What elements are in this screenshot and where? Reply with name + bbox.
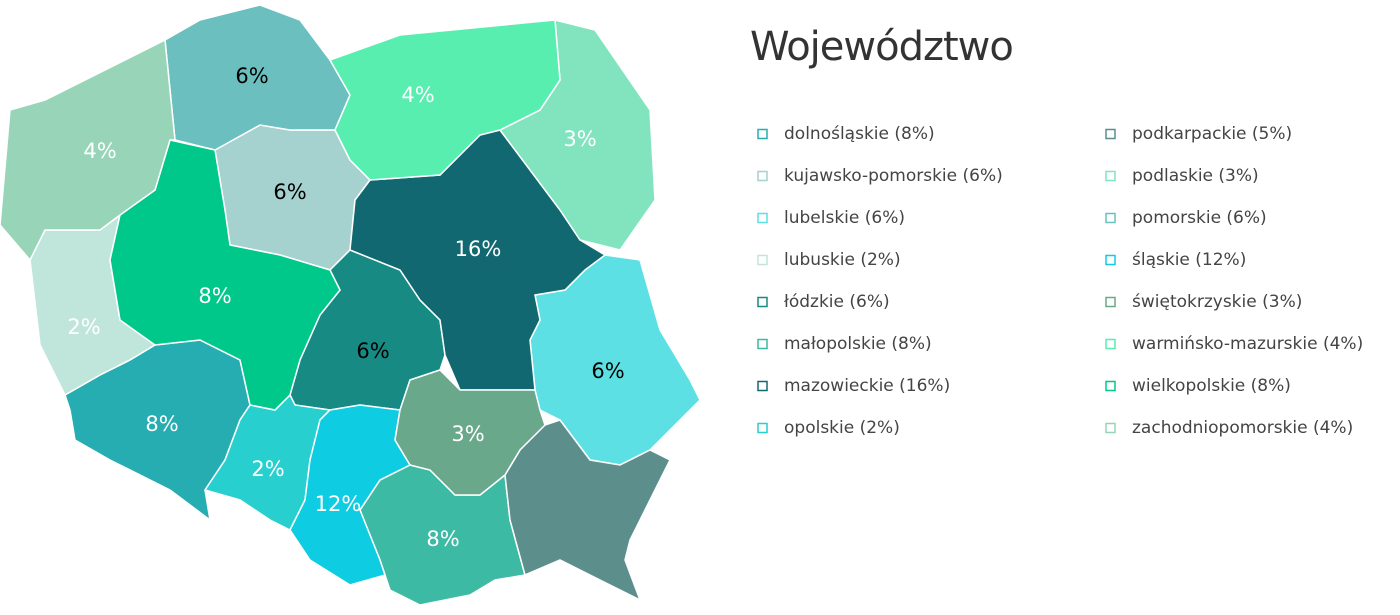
legend-item[interactable]: kujawsko-pomorskie (6%)	[757, 166, 1003, 186]
legend-item[interactable]: opolskie (2%)	[757, 418, 900, 438]
legend-label: lubuskie (2%)	[784, 250, 901, 270]
legend-swatch	[757, 338, 768, 350]
legend-item[interactable]: podlaskie (3%)	[1105, 166, 1259, 186]
legend-item[interactable]: pomorskie (6%)	[1105, 208, 1267, 228]
legend-label: podlaskie (3%)	[1132, 166, 1259, 186]
legend-item[interactable]: lubuskie (2%)	[757, 250, 901, 270]
legend-label: pomorskie (6%)	[1132, 208, 1267, 228]
legend-label: warmińsko-mazurskie (4%)	[1132, 334, 1363, 354]
legend-swatch	[757, 254, 768, 266]
legend-label: łódzkie (6%)	[784, 292, 890, 312]
legend: dolnośląskie (8%) kujawsko-pomorskie (6%)…	[757, 124, 1363, 438]
region-label: 8%	[145, 412, 178, 436]
legend-swatch	[1105, 212, 1116, 224]
legend-item[interactable]: wielkopolskie (8%)	[1105, 376, 1291, 396]
legend-item[interactable]: łódzkie (6%)	[757, 292, 890, 312]
legend-item[interactable]: mazowieckie (16%)	[757, 376, 950, 396]
legend-item[interactable]: małopolskie (8%)	[757, 334, 932, 354]
region-label: 8%	[198, 284, 231, 308]
title: Województwo	[750, 24, 1013, 70]
legend-label: dolnośląskie (8%)	[784, 124, 935, 144]
legend-swatch	[757, 296, 768, 308]
map: 8% 6% 6% 2% 6% 8% 16% 2% 3% 6% 12% 3% 4% 8% 4%	[0, 4, 701, 606]
region-label: 16%	[455, 237, 502, 261]
region-label: 6%	[235, 64, 268, 88]
legend-swatch	[1105, 128, 1116, 140]
legend-label: zachodniopomorskie (4%)	[1132, 418, 1353, 438]
legend-item[interactable]: dolnośląskie (8%)	[757, 124, 935, 144]
legend-item[interactable]: świętokrzyskie (3%)	[1105, 292, 1302, 312]
legend-swatch	[1105, 254, 1116, 266]
region[interactable]	[328, 19, 561, 181]
legend-item[interactable]: warmińsko-mazurskie (4%)	[1105, 334, 1363, 354]
legend-label: mazowieckie (16%)	[784, 376, 950, 396]
legend-swatch	[1105, 170, 1116, 182]
region-label: 4%	[83, 139, 116, 163]
region-label: 12%	[315, 492, 362, 516]
legend-item[interactable]: lubelskie (6%)	[757, 208, 905, 228]
legend-swatch	[1105, 338, 1116, 350]
region-label: 3%	[563, 127, 596, 151]
region[interactable]	[394, 369, 546, 496]
legend-label: małopolskie (8%)	[784, 334, 932, 354]
legend-swatch	[757, 128, 768, 140]
region-label: 6%	[273, 180, 306, 204]
region-label: 8%	[426, 527, 459, 551]
legend-label: wielkopolskie (8%)	[1132, 376, 1291, 396]
legend-swatch	[1105, 422, 1116, 434]
legend-label: lubelskie (6%)	[784, 208, 905, 228]
legend-item[interactable]: zachodniopomorskie (4%)	[1105, 418, 1353, 438]
legend-item[interactable]: podkarpackie (5%)	[1105, 124, 1292, 144]
legend-swatch	[757, 212, 768, 224]
legend-label: śląskie (12%)	[1132, 250, 1246, 270]
region-label: 6%	[591, 359, 624, 383]
region-label: 4%	[401, 83, 434, 107]
region[interactable]	[109, 139, 341, 411]
region-label: 2%	[251, 457, 284, 481]
region-label: 6%	[356, 339, 389, 363]
legend-swatch	[1105, 296, 1116, 308]
legend-swatch	[757, 170, 768, 182]
legend-label: opolskie (2%)	[784, 418, 900, 438]
region-label: 2%	[67, 315, 100, 339]
region-label: 3%	[451, 422, 484, 446]
legend-label: podkarpackie (5%)	[1132, 124, 1292, 144]
legend-swatch	[757, 380, 768, 392]
legend-label: świętokrzyskie (3%)	[1132, 292, 1302, 312]
legend-item[interactable]: śląskie (12%)	[1105, 250, 1246, 270]
legend-swatch	[1105, 380, 1116, 392]
legend-swatch	[757, 422, 768, 434]
region[interactable]	[0, 38, 176, 262]
legend-label: kujawsko-pomorskie (6%)	[784, 166, 1003, 186]
